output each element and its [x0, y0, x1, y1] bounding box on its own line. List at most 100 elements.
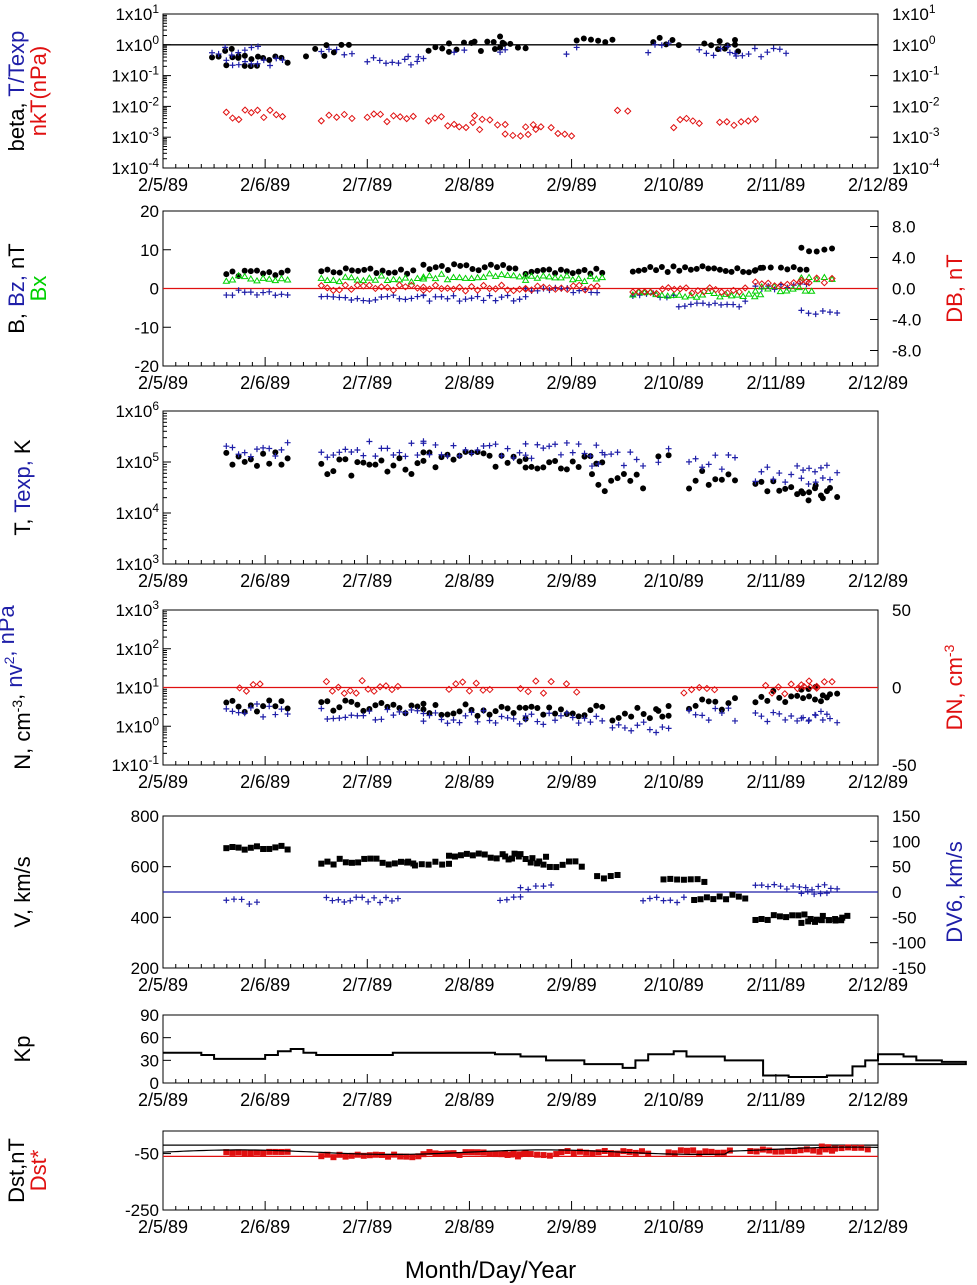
data-point [348, 267, 355, 274]
data-point [739, 52, 746, 59]
data-point [592, 275, 601, 282]
data-point [657, 291, 666, 298]
data-point [451, 261, 458, 268]
data-point [522, 855, 529, 862]
data-point [522, 293, 529, 300]
data-point [348, 859, 355, 866]
data-point [834, 690, 841, 697]
data-point [540, 721, 547, 728]
data-point [634, 704, 641, 711]
data-point [725, 700, 732, 707]
data-point [449, 285, 458, 293]
data-point [692, 455, 699, 462]
data-point [354, 701, 361, 708]
data-point [462, 296, 469, 303]
data-point [694, 876, 701, 883]
data-point [467, 274, 476, 281]
data-point [253, 291, 260, 298]
data-point [223, 1149, 230, 1156]
data-point [383, 283, 392, 292]
data-point [715, 118, 724, 126]
data-point [391, 860, 398, 867]
data-point [318, 699, 325, 706]
x-tick-label: 2/12/89 [848, 1217, 908, 1237]
data-point [389, 286, 398, 294]
data-point [240, 272, 249, 280]
data-point [432, 858, 439, 865]
data-point [378, 445, 385, 452]
data-point [498, 452, 505, 459]
data-point [732, 477, 738, 484]
data-point [260, 1149, 267, 1156]
data-point [497, 49, 504, 56]
data-point [473, 286, 482, 294]
data-point [665, 40, 672, 47]
data-point [692, 711, 699, 718]
data-point [844, 912, 851, 919]
data-point [324, 1151, 331, 1158]
data-point [718, 706, 725, 713]
data-point [768, 689, 776, 697]
data-point [527, 859, 534, 866]
data-point [492, 441, 499, 448]
data-point [690, 1147, 697, 1154]
data-point [389, 112, 398, 120]
data-point [787, 680, 795, 688]
data-point [595, 481, 602, 488]
data-point [744, 117, 752, 125]
data-point [687, 876, 694, 883]
data-point [587, 719, 594, 726]
data-point [444, 711, 451, 718]
data-point [480, 1149, 487, 1156]
data-point [776, 694, 783, 701]
data-point [336, 456, 343, 463]
data-point [528, 703, 535, 710]
data-point [771, 881, 778, 888]
data-point [583, 1149, 590, 1156]
data-point [317, 274, 326, 281]
data-point [522, 456, 529, 463]
x-tick-label: 2/5/89 [138, 175, 188, 195]
data-point [235, 287, 242, 294]
data-point [532, 883, 539, 890]
data-point [371, 284, 380, 293]
x-tick-label: 2/12/89 [848, 571, 908, 591]
data-point [508, 1151, 515, 1158]
data-point [723, 118, 731, 126]
data-point [676, 115, 684, 124]
data-point [376, 683, 384, 691]
data-point [764, 285, 772, 292]
data-point [705, 698, 712, 705]
data-point [215, 50, 222, 57]
data-point [540, 445, 547, 452]
data-point [563, 268, 570, 275]
data-point [480, 707, 487, 714]
data-point [788, 471, 795, 478]
data-point [543, 853, 550, 860]
data-point [228, 52, 235, 59]
data-point [420, 55, 427, 62]
x-tick-label: 2/7/89 [342, 571, 392, 591]
data-point [413, 274, 422, 281]
data-point [396, 113, 404, 121]
data-point [338, 41, 345, 48]
data-point [522, 440, 529, 447]
data-point [394, 682, 402, 691]
data-point [461, 47, 468, 54]
data-point [475, 267, 482, 274]
data-point [528, 711, 535, 718]
y-tick-label: 30 [140, 1051, 159, 1070]
data-point [347, 285, 356, 294]
data-point [569, 449, 576, 456]
data-point [469, 266, 476, 273]
data-point [803, 266, 810, 273]
data-point [329, 897, 336, 904]
data-point [355, 267, 362, 274]
data-point [532, 125, 540, 134]
data-point [432, 441, 439, 448]
data-point [229, 708, 236, 715]
data-point [521, 1150, 528, 1157]
data-point [222, 44, 229, 51]
data-point [751, 278, 760, 286]
data-point [581, 453, 588, 460]
